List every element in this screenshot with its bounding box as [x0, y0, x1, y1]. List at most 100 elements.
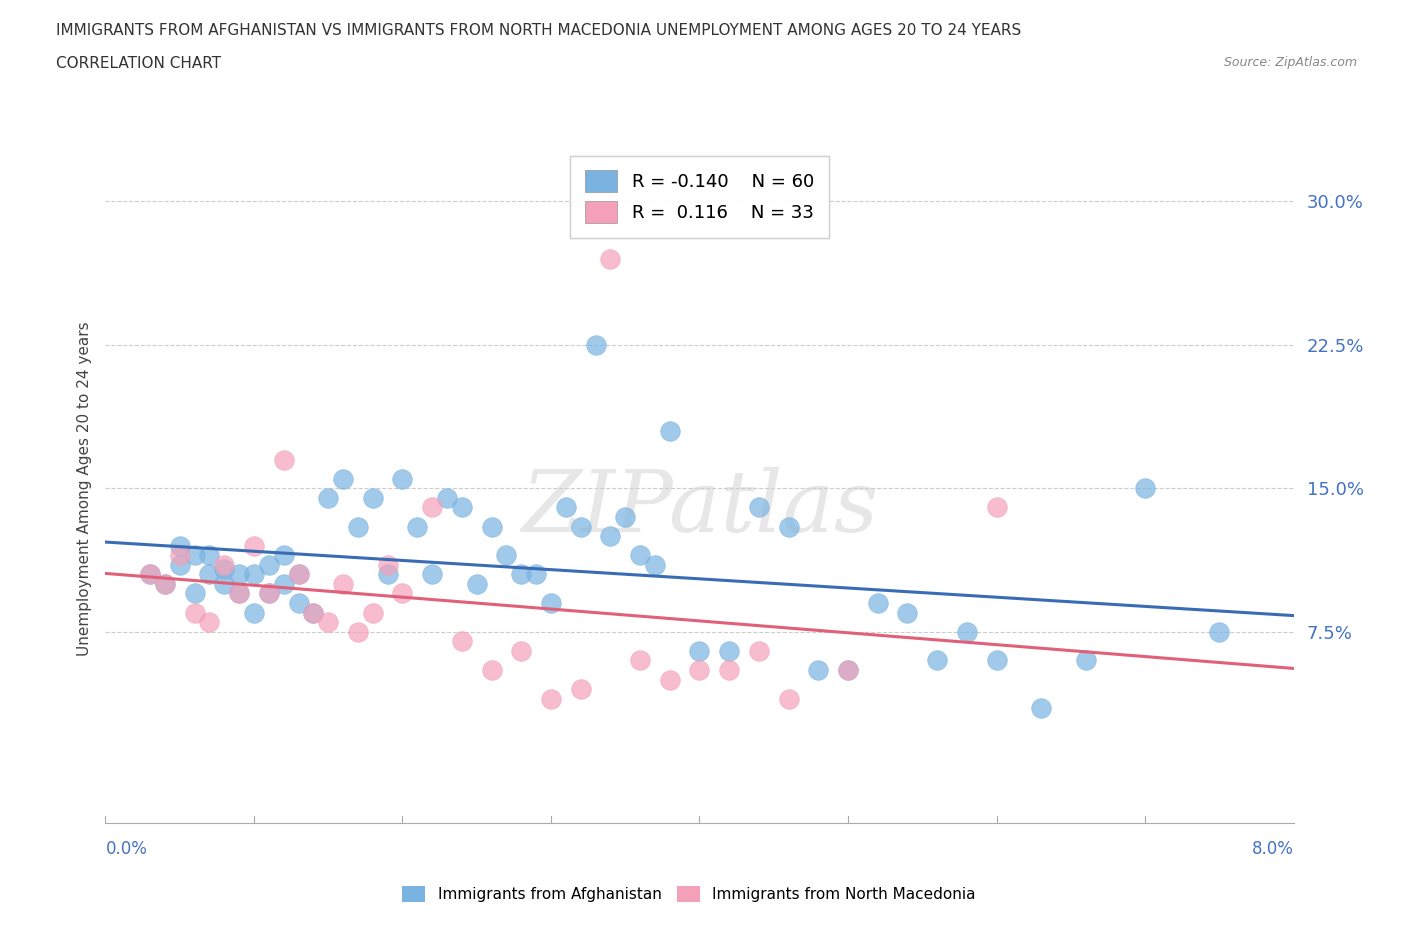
Point — [243, 605, 266, 620]
Point — [585, 338, 607, 352]
Point — [436, 490, 458, 505]
Point — [257, 586, 280, 601]
Y-axis label: Unemployment Among Ages 20 to 24 years: Unemployment Among Ages 20 to 24 years — [76, 321, 91, 656]
Point — [644, 557, 666, 572]
Point — [807, 662, 830, 677]
Point — [837, 662, 859, 677]
Point — [377, 567, 399, 582]
Point — [450, 634, 472, 649]
Text: ZIPatlas: ZIPatlas — [520, 467, 879, 550]
Point — [481, 519, 503, 534]
Point — [139, 567, 162, 582]
Point — [510, 644, 533, 658]
Point — [139, 567, 162, 582]
Point — [391, 472, 413, 486]
Point — [228, 567, 250, 582]
Point — [718, 662, 741, 677]
Legend: R = -0.140    N = 60, R =  0.116    N = 33: R = -0.140 N = 60, R = 0.116 N = 33 — [571, 156, 828, 238]
Text: IMMIGRANTS FROM AFGHANISTAN VS IMMIGRANTS FROM NORTH MACEDONIA UNEMPLOYMENT AMON: IMMIGRANTS FROM AFGHANISTAN VS IMMIGRANT… — [56, 23, 1022, 38]
Point — [748, 500, 770, 515]
Point — [228, 586, 250, 601]
Text: 0.0%: 0.0% — [105, 840, 148, 857]
Point — [569, 519, 592, 534]
Point — [1029, 701, 1052, 716]
Point — [273, 452, 295, 467]
Point — [257, 586, 280, 601]
Point — [420, 567, 443, 582]
Point — [406, 519, 429, 534]
Point — [628, 548, 651, 563]
Point — [302, 605, 325, 620]
Point — [153, 577, 176, 591]
Point — [228, 586, 250, 601]
Point — [986, 653, 1008, 668]
Point — [214, 577, 236, 591]
Point — [956, 624, 979, 639]
Point — [748, 644, 770, 658]
Point — [183, 548, 205, 563]
Point — [569, 682, 592, 697]
Point — [273, 548, 295, 563]
Point — [169, 538, 191, 553]
Point — [540, 691, 562, 706]
Point — [302, 605, 325, 620]
Text: 8.0%: 8.0% — [1251, 840, 1294, 857]
Point — [347, 519, 370, 534]
Point — [1208, 624, 1230, 639]
Legend: Immigrants from Afghanistan, Immigrants from North Macedonia: Immigrants from Afghanistan, Immigrants … — [396, 880, 981, 909]
Point — [332, 472, 354, 486]
Point — [540, 595, 562, 610]
Point — [347, 624, 370, 639]
Point — [614, 510, 637, 525]
Point — [420, 500, 443, 515]
Point — [183, 605, 205, 620]
Point — [896, 605, 918, 620]
Point — [524, 567, 547, 582]
Point — [153, 577, 176, 591]
Point — [689, 662, 711, 677]
Point — [658, 423, 681, 438]
Point — [169, 548, 191, 563]
Point — [986, 500, 1008, 515]
Point — [198, 567, 221, 582]
Point — [169, 557, 191, 572]
Point — [214, 561, 236, 576]
Point — [198, 548, 221, 563]
Point — [658, 672, 681, 687]
Point — [481, 662, 503, 677]
Point — [554, 500, 576, 515]
Point — [243, 567, 266, 582]
Point — [287, 567, 309, 582]
Point — [927, 653, 949, 668]
Point — [778, 691, 800, 706]
Point — [332, 577, 354, 591]
Point — [377, 557, 399, 572]
Text: CORRELATION CHART: CORRELATION CHART — [56, 56, 221, 71]
Point — [495, 548, 517, 563]
Point — [273, 577, 295, 591]
Point — [689, 644, 711, 658]
Point — [391, 586, 413, 601]
Point — [599, 528, 621, 543]
Point — [361, 490, 384, 505]
Point — [257, 557, 280, 572]
Point — [183, 586, 205, 601]
Point — [510, 567, 533, 582]
Point — [837, 662, 859, 677]
Point — [628, 653, 651, 668]
Point — [287, 567, 309, 582]
Point — [243, 538, 266, 553]
Point — [718, 644, 741, 658]
Point — [214, 557, 236, 572]
Point — [450, 500, 472, 515]
Point — [1074, 653, 1097, 668]
Point — [287, 595, 309, 610]
Point — [316, 490, 339, 505]
Point — [361, 605, 384, 620]
Point — [866, 595, 889, 610]
Point — [778, 519, 800, 534]
Point — [599, 251, 621, 266]
Point — [465, 577, 488, 591]
Point — [1133, 481, 1156, 496]
Point — [316, 615, 339, 630]
